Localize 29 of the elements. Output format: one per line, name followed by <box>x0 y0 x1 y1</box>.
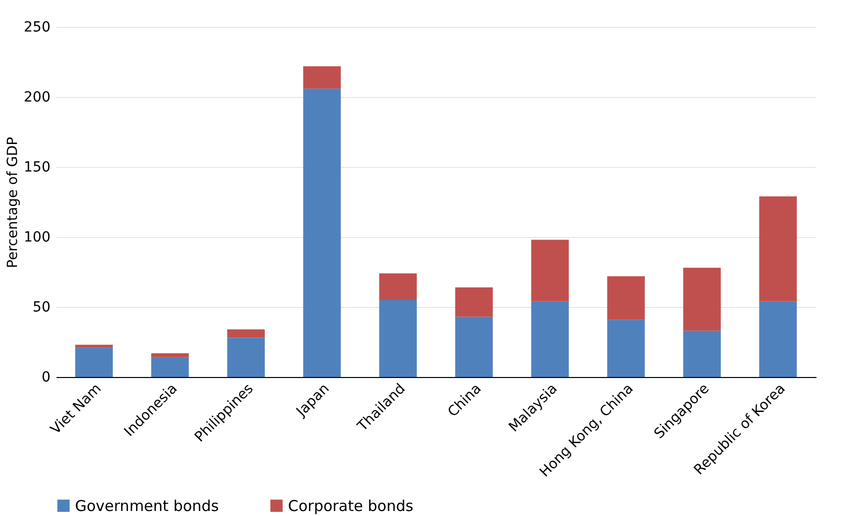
y-tick-label: 250 <box>24 20 50 36</box>
bar <box>531 240 569 302</box>
y-tick-label: 0 <box>42 370 50 386</box>
bar <box>683 268 721 331</box>
bar <box>759 301 797 377</box>
bar <box>531 301 569 377</box>
bar <box>607 320 645 377</box>
bar <box>379 300 417 377</box>
bar <box>75 348 113 377</box>
y-axis-title: Percentage of GDP <box>4 136 21 268</box>
bar <box>607 276 645 320</box>
bar <box>227 338 265 377</box>
bar <box>151 357 189 377</box>
bar <box>303 88 341 377</box>
bar <box>75 344 113 348</box>
y-tick-label: 50 <box>32 300 50 316</box>
y-tick-label: 150 <box>24 160 50 176</box>
bar <box>455 316 493 377</box>
bar <box>379 273 417 300</box>
bar <box>303 66 341 89</box>
y-tick-label: 200 <box>24 90 50 106</box>
bar <box>683 330 721 377</box>
bar <box>151 353 189 358</box>
bar <box>759 196 797 302</box>
bar <box>227 329 265 338</box>
bar <box>455 287 493 317</box>
y-tick-label: 100 <box>24 230 50 246</box>
legend-label: Corporate bonds <box>288 496 414 515</box>
legend-label: Government bonds <box>75 496 220 515</box>
